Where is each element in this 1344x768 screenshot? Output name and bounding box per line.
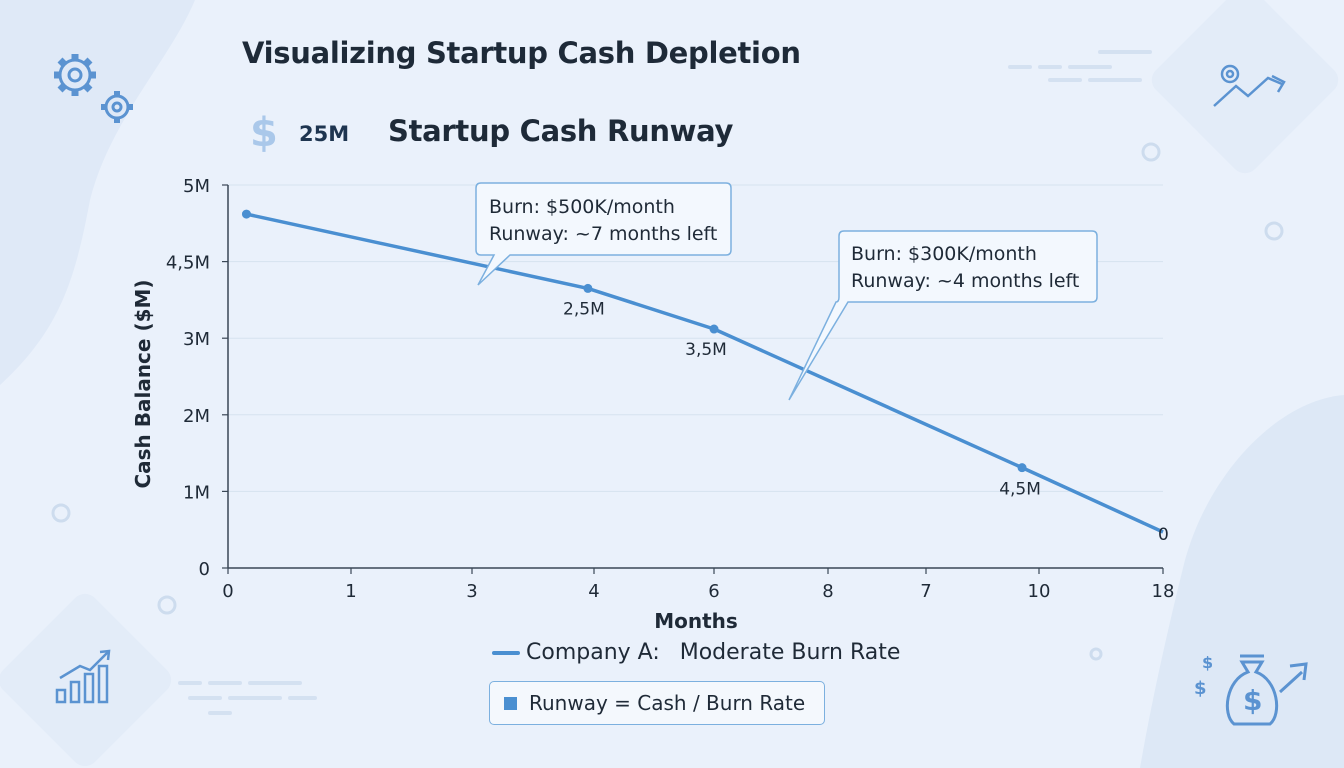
data-point (1017, 463, 1027, 473)
point-labels: 2,5M 3,5M 4,5M 0 (563, 299, 1169, 545)
annotations: Burn: $500K/month Runway: ~7 months left… (475, 182, 1098, 401)
legend-series-label: Company A: (526, 640, 660, 665)
series-company-a (241, 209, 1164, 534)
annotation-callout-2 (788, 230, 1098, 401)
x-tick-label: 7 (920, 581, 931, 602)
dollar-sign-icon: $ (250, 110, 278, 156)
annotation-1-line1: Burn: $500K/month (489, 196, 675, 218)
x-axis-ticks: 0 1 3 4 6 8 7 10 18 (222, 568, 1174, 602)
x-tick-label: 18 (1152, 581, 1175, 602)
bar-growth-icon (55, 649, 111, 704)
x-tick-label: 0 (222, 581, 233, 602)
point-label: 3,5M (685, 340, 727, 360)
x-tick-label: 1 (345, 581, 356, 602)
formula-swatch (504, 696, 517, 710)
money-bag-icon: $ $ $ (1194, 653, 1308, 726)
y-tick-label: 2M (183, 406, 210, 427)
legend-series-description: Moderate Burn Rate (679, 640, 901, 665)
data-point (583, 283, 593, 293)
y-tick-label: 4,5M (166, 253, 210, 274)
x-tick-label: 10 (1028, 581, 1051, 602)
page-title: Visualizing Startup Cash Depletion (242, 36, 801, 70)
y-axis-label: Cash Balance ($M) (131, 279, 155, 488)
x-tick-label: 8 (822, 581, 833, 602)
y-tick-label: 0 (199, 559, 210, 580)
y-tick-label: 5M (183, 176, 210, 197)
point-label: 4,5M (999, 480, 1041, 500)
y-axis-ticks: 0 1M 2M 3M 4,5M 5M (166, 176, 228, 580)
runway-formula: Runway = Cash / Burn Rate (529, 691, 806, 715)
x-tick-label: 6 (708, 581, 719, 602)
data-point (241, 209, 251, 219)
legend: Company A: Moderate Burn Rate (492, 640, 900, 665)
annotation-2-line1: Burn: $300K/month (851, 243, 1037, 265)
runway-formula-box: Runway = Cash / Burn Rate (489, 681, 825, 725)
annotation-2-line2: Runway: ~4 months left (851, 270, 1079, 292)
legend-line-swatch (492, 650, 520, 655)
svg-text:$: $ (1202, 653, 1213, 672)
x-tick-label: 3 (466, 581, 477, 602)
growth-gear-icon (1213, 64, 1286, 107)
chart-title: Startup Cash Runway (388, 114, 734, 148)
svg-text:$: $ (1243, 684, 1262, 717)
y-tick-label: 3M (183, 329, 210, 350)
annotation-1-line2: Runway: ~7 months left (489, 223, 717, 245)
annotation-burn-300k: Burn: $300K/month Runway: ~4 months left (788, 230, 1098, 401)
point-label: 2,5M (563, 299, 605, 319)
x-axis-label: Months (654, 609, 738, 633)
gears-icon (54, 54, 133, 123)
svg-text:$: $ (1194, 678, 1207, 699)
y-tick-label: 1M (183, 482, 210, 503)
x-tick-label: 4 (588, 581, 599, 602)
annotation-callout-1 (475, 182, 732, 286)
point-label: 0 (1158, 525, 1169, 545)
data-point (709, 324, 719, 334)
annotation-burn-500k: Burn: $500K/month Runway: ~7 months left (475, 182, 732, 286)
axes (227, 185, 1163, 569)
top-value-badge: 25M (299, 122, 350, 146)
